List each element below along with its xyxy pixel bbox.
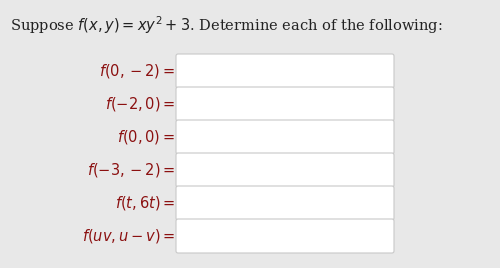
Text: $f(-3,-2)=$: $f(-3,-2)=$ — [86, 161, 175, 179]
Text: $f(uv, u-v)=$: $f(uv, u-v)=$ — [82, 227, 175, 245]
FancyBboxPatch shape — [176, 54, 394, 88]
Text: $f(0,-2)=$: $f(0,-2)=$ — [99, 62, 175, 80]
Text: Suppose $f(x, y) = xy^2 + 3$. Determine each of the following:: Suppose $f(x, y) = xy^2 + 3$. Determine … — [10, 14, 442, 36]
Text: $f(t, 6t)=$: $f(t, 6t)=$ — [114, 194, 175, 212]
FancyBboxPatch shape — [176, 219, 394, 253]
FancyBboxPatch shape — [176, 87, 394, 121]
FancyBboxPatch shape — [176, 186, 394, 220]
Text: $f(-2,0)=$: $f(-2,0)=$ — [104, 95, 175, 113]
FancyBboxPatch shape — [176, 153, 394, 187]
FancyBboxPatch shape — [176, 120, 394, 154]
Text: $f(0,0)=$: $f(0,0)=$ — [117, 128, 175, 146]
